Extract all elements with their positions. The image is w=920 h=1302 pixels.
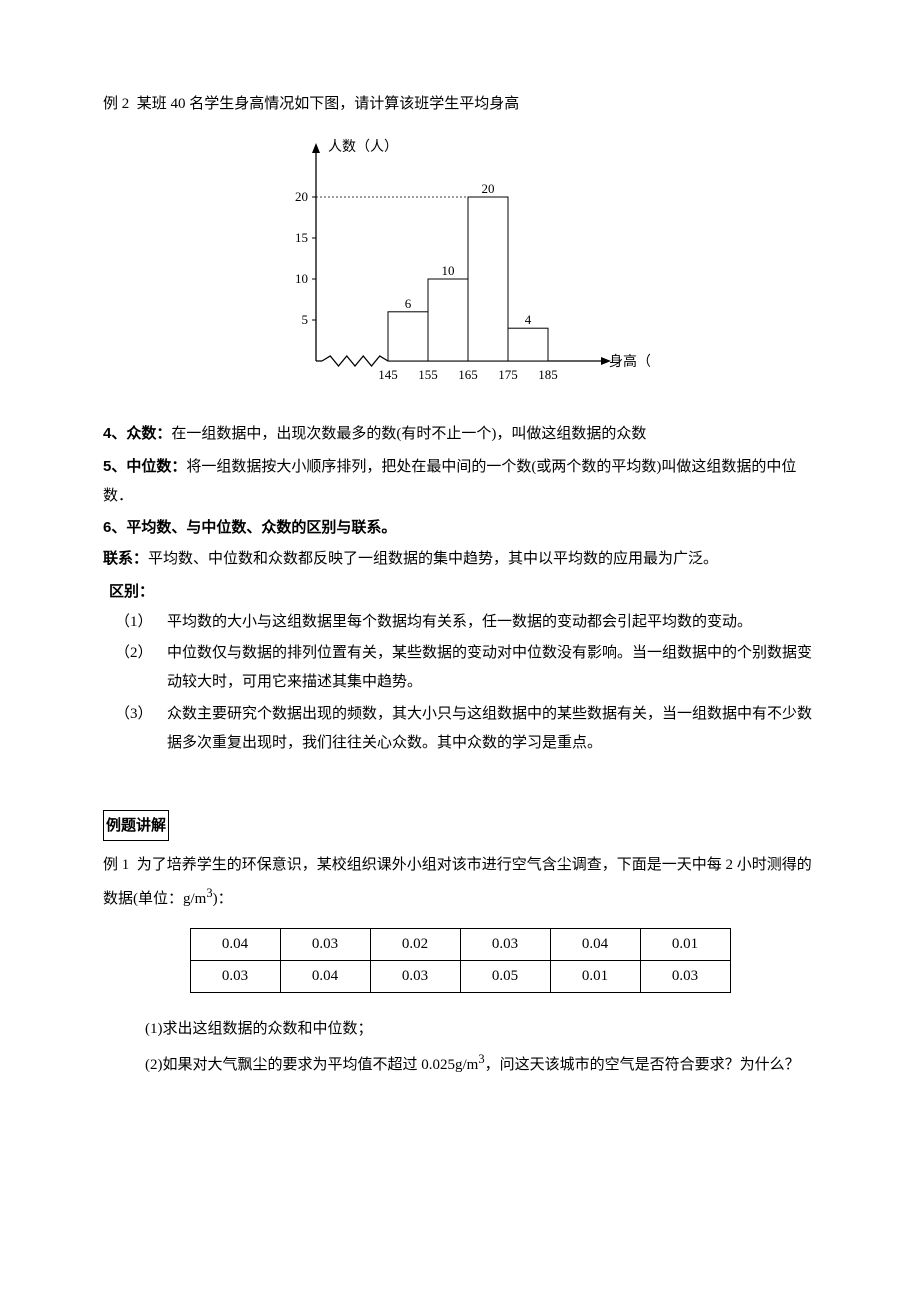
question-1: (1)求出这组数据的众数和中位数； bbox=[103, 1015, 817, 1044]
definition-median: 5、中位数：将一组数据按大小顺序排列，把处在最中间的一个数(或两个数的平均数)叫… bbox=[103, 452, 817, 512]
question-2-b: ，问这天该城市的空气是否符合要求？为什么？ bbox=[485, 1057, 800, 1073]
difference-item: （1）平均数的大小与这组数据里每个数据均有关系，任一数据的变动都会引起平均数的变… bbox=[103, 608, 817, 637]
table-cell: 0.03 bbox=[190, 961, 280, 993]
svg-text:185: 185 bbox=[538, 367, 558, 382]
definition-6-head: 6、平均数、与中位数、众数的区别与联系。 bbox=[103, 513, 817, 542]
difference-item-num: （1） bbox=[103, 608, 167, 637]
difference-item: （2）中位数仅与数据的排列位置有关，某些数据的变动对中位数没有影响。当一组数据中… bbox=[103, 639, 817, 698]
svg-text:20: 20 bbox=[482, 181, 495, 196]
question-2-a: (2)如果对大气飘尘的要求为平均值不超过 0.025g/m bbox=[145, 1057, 478, 1073]
definition-mode: 4、众数：在一组数据中，出现次数最多的数(有时不止一个)，叫做这组数据的众数 bbox=[103, 419, 817, 449]
question-2: (2)如果对大气飘尘的要求为平均值不超过 0.025g/m3，问这天该城市的空气… bbox=[103, 1047, 817, 1080]
table-cell: 0.03 bbox=[280, 928, 370, 960]
difference-item-text: 众数主要研究个数据出现的频数，其大小只与这组数据中的某些数据有关，当一组数据中有… bbox=[167, 700, 817, 759]
height-histogram-wrap: 5 10 15 20 6 10 20 4 145 155 165 175 185 人数（人） 身高（cm） bbox=[103, 131, 817, 401]
difference-item-text: 平均数的大小与这组数据里每个数据均有关系，任一数据的变动都会引起平均数的变动。 bbox=[167, 608, 817, 637]
difference-item-num: （3） bbox=[103, 700, 167, 759]
def-4-body: 在一组数据中，出现次数最多的数(有时不止一个)，叫做这组数据的众数 bbox=[171, 426, 646, 442]
histogram-svg: 5 10 15 20 6 10 20 4 145 155 165 175 185 人数（人） 身高（cm） bbox=[270, 131, 650, 401]
example-1-label: 例 1 bbox=[103, 857, 129, 873]
svg-text:10: 10 bbox=[442, 263, 455, 278]
table-cell: 0.01 bbox=[640, 928, 730, 960]
svg-text:175: 175 bbox=[498, 367, 518, 382]
table-row: 0.040.030.020.030.040.01 bbox=[190, 928, 730, 960]
svg-text:4: 4 bbox=[525, 312, 532, 327]
table-cell: 0.03 bbox=[460, 928, 550, 960]
difference-item: （3）众数主要研究个数据出现的频数，其大小只与这组数据中的某些数据有关，当一组数… bbox=[103, 700, 817, 759]
svg-text:145: 145 bbox=[378, 367, 398, 382]
table-cell: 0.04 bbox=[280, 961, 370, 993]
relation-para: 联系：平均数、中位数和众数都反映了一组数据的集中趋势，其中以平均数的应用最为广泛… bbox=[103, 544, 817, 574]
svg-text:15: 15 bbox=[295, 230, 308, 245]
height-histogram: 5 10 15 20 6 10 20 4 145 155 165 175 185 人数（人） 身高（cm） bbox=[270, 131, 650, 401]
svg-text:身高（cm）: 身高（cm） bbox=[609, 353, 650, 370]
svg-text:20: 20 bbox=[295, 189, 308, 204]
example-1-text-b: )： bbox=[213, 891, 233, 907]
example-1-prompt: 例 1 为了培养学生的环保意识，某校组织课外小组对该市进行空气含尘调查，下面是一… bbox=[103, 851, 817, 914]
svg-text:165: 165 bbox=[458, 367, 478, 382]
example-2-label: 例 2 bbox=[103, 96, 129, 112]
relation-head: 联系： bbox=[103, 550, 148, 567]
def-5-body: 将一组数据按大小顺序排列，把处在最中间的一个数(或两个数的平均数)叫做这组数据的… bbox=[103, 459, 796, 504]
table-cell: 0.04 bbox=[190, 928, 280, 960]
def-4-head: 4、众数： bbox=[103, 425, 171, 442]
relation-body: 平均数、中位数和众数都反映了一组数据的集中趋势，其中以平均数的应用最为广泛。 bbox=[148, 551, 718, 567]
difference-item-text: 中位数仅与数据的排列位置有关，某些数据的变动对中位数没有影响。当一组数据中的个别… bbox=[167, 639, 817, 698]
table-cell: 0.05 bbox=[460, 961, 550, 993]
table-cell: 0.04 bbox=[550, 928, 640, 960]
table-row: 0.030.040.030.050.010.03 bbox=[190, 961, 730, 993]
table-cell: 0.03 bbox=[370, 961, 460, 993]
table-cell: 0.02 bbox=[370, 928, 460, 960]
difference-head: 区别： bbox=[103, 577, 817, 606]
difference-item-num: （2） bbox=[103, 639, 167, 698]
svg-text:155: 155 bbox=[418, 367, 438, 382]
svg-text:人数（人）: 人数（人） bbox=[328, 139, 398, 155]
svg-text:6: 6 bbox=[405, 296, 412, 311]
table-cell: 0.01 bbox=[550, 961, 640, 993]
svg-text:5: 5 bbox=[302, 312, 309, 327]
def-5-head: 5、中位数： bbox=[103, 458, 186, 475]
dust-data-table: 0.040.030.020.030.040.010.030.040.030.05… bbox=[190, 928, 731, 994]
svg-text:10: 10 bbox=[295, 271, 308, 286]
example-2-prompt: 例 2 某班 40 名学生身高情况如下图，请计算该班学生平均身高 bbox=[103, 90, 817, 119]
table-cell: 0.03 bbox=[640, 961, 730, 993]
difference-list: （1）平均数的大小与这组数据里每个数据均有关系，任一数据的变动都会引起平均数的变… bbox=[103, 608, 817, 758]
examples-section-label: 例题讲解 bbox=[103, 810, 169, 841]
example-2-text: 某班 40 名学生身高情况如下图，请计算该班学生平均身高 bbox=[137, 96, 520, 112]
